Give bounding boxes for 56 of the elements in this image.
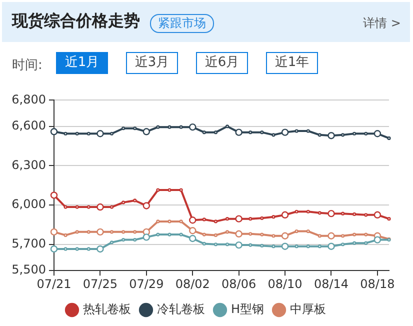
x-tick-label: 08/06: [222, 276, 256, 291]
point: [328, 132, 335, 140]
point: [189, 234, 196, 242]
legend-label: 中厚板: [290, 302, 326, 316]
y-tick-label: 6,000: [12, 197, 46, 212]
x-tick-label: 07/21: [36, 276, 72, 291]
point: [50, 192, 58, 199]
text: 近3月: [126, 52, 178, 74]
text: 近1月: [56, 52, 108, 74]
legend-label: 热轧卷板: [82, 302, 131, 316]
point: [374, 211, 382, 218]
point: [235, 241, 242, 249]
point: [374, 236, 382, 244]
point: [96, 245, 104, 253]
y-tick-label: 6,600: [12, 118, 46, 133]
text: 时间:: [12, 57, 42, 74]
point: [142, 202, 150, 210]
point: [142, 234, 150, 241]
point: [189, 216, 196, 224]
x-tick-label: 07/29: [129, 276, 164, 291]
point: [235, 128, 242, 136]
y-tick-label: 5,500: [12, 262, 46, 277]
point: [235, 215, 242, 222]
point: [189, 123, 196, 131]
point: [142, 128, 150, 136]
legend-label: 冷轧卷板: [156, 302, 205, 316]
point: [96, 130, 104, 138]
point: [281, 242, 289, 250]
point: [281, 128, 289, 136]
point: [328, 232, 335, 240]
point: [281, 211, 289, 218]
point: [50, 245, 58, 253]
point: [235, 230, 242, 238]
x-tick-label: 08/18: [360, 276, 395, 291]
chart-title: 现货综合价格走势: [12, 11, 140, 32]
point: [281, 232, 289, 240]
point: [96, 203, 104, 211]
point: [328, 242, 335, 250]
chart-subtitle: 紧跟市场: [150, 14, 214, 33]
point: [328, 210, 335, 218]
legend-label: H型钢: [230, 302, 264, 316]
x-tick-label: 08/02: [175, 276, 210, 291]
point: [374, 130, 382, 138]
y-tick-label: 5,700: [12, 236, 46, 251]
point: [50, 228, 58, 236]
point: [96, 228, 104, 236]
text: 近1年: [266, 52, 318, 74]
text: 近6月: [196, 52, 248, 74]
y-tick-label: 6,300: [12, 158, 46, 172]
x-tick-label: 08/10: [268, 276, 302, 291]
y-tick-label: 6,800: [12, 92, 46, 106]
point: [50, 128, 58, 136]
x-tick-label: 08/14: [314, 276, 349, 291]
point: [189, 227, 196, 234]
x-tick-label: 07/25: [82, 276, 118, 291]
text: 详情 >: [363, 15, 401, 32]
